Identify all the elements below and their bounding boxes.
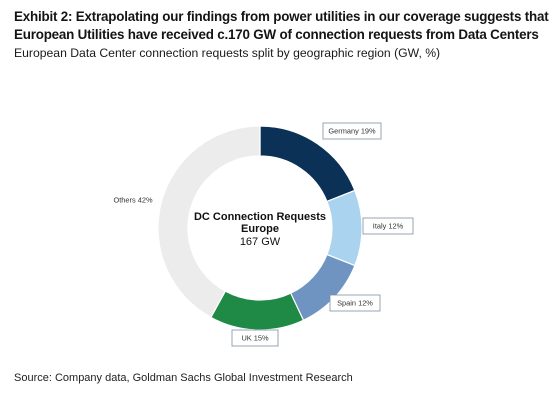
center-label-line1: DC Connection Requests — [194, 211, 326, 223]
chart-subtitle: European Data Center connection requests… — [14, 46, 441, 60]
slice-label-box-uk — [231, 329, 279, 347]
center-label-line3: 167 GW — [240, 236, 281, 248]
slice-label-others: Others 42% — [113, 196, 152, 205]
slice-label-italy: Italy 12% — [373, 222, 404, 231]
slice-label-box-spain — [329, 294, 381, 312]
slices-layer — [157, 125, 363, 331]
slice-italy — [326, 189, 363, 267]
chart-title: Exhibit 2: Extrapolating our findings fr… — [14, 9, 549, 42]
slice-label-spain: Spain 12% — [337, 299, 373, 308]
slice-uk — [210, 290, 305, 331]
slice-label-box-germany — [322, 122, 382, 140]
slice-label-box-italy — [362, 217, 414, 235]
source-note: Source: Company data, Goldman Sachs Glob… — [14, 372, 353, 384]
slice-label-germany: Germany 19% — [328, 127, 376, 136]
center-label-line2: Europe — [241, 223, 279, 235]
slice-label-uk: UK 15% — [241, 334, 269, 343]
labels-layer: Germany 19% Italy 12% Spain 12% UK 15% Other… — [113, 122, 414, 347]
slice-others — [157, 125, 261, 319]
